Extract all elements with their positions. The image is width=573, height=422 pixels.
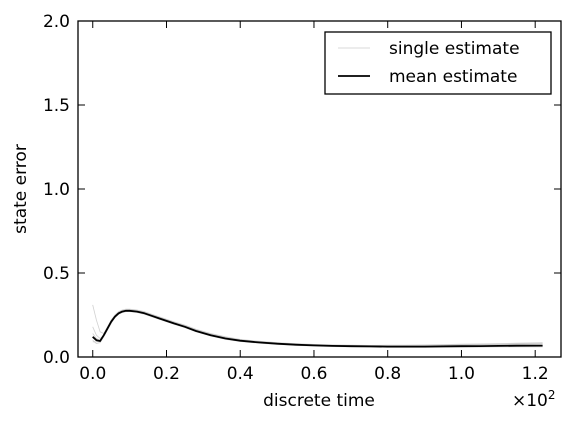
y-axis-label: state error: [11, 144, 31, 234]
x-tick-label: 1.0: [448, 364, 475, 384]
y-tick-label: 1.5: [43, 96, 70, 116]
x-axis: 0.0 0.2 0.4 0.6 0.8 1.0 1.2: [79, 21, 549, 384]
y-axis: 0.0 0.5 1.0 1.5 2.0: [43, 12, 561, 368]
x-multiplier-base: ×10: [512, 391, 548, 411]
x-tick-label: 0.6: [300, 364, 327, 384]
y-tick-label: 1.0: [43, 180, 70, 200]
legend: single estimate mean estimate: [324, 31, 552, 95]
y-tick-label: 0.5: [43, 264, 70, 284]
y-tick-label: 2.0: [43, 12, 70, 32]
mean-estimate-line: [92, 309, 543, 348]
x-tick-label: 0.2: [153, 364, 180, 384]
x-axis-multiplier: ×102: [512, 388, 556, 411]
y-tick-label: 0.0: [43, 348, 70, 368]
x-axis-label: discrete time: [263, 391, 375, 411]
legend-single-estimate-label: single estimate: [389, 39, 520, 59]
mean-estimate-line-group: [92, 309, 543, 348]
legend-mean-estimate-label: mean estimate: [389, 67, 517, 87]
legend-box: [324, 31, 552, 95]
x-tick-label: 0.8: [374, 364, 401, 384]
single-estimate-line-1: [92, 304, 543, 346]
x-tick-label: 1.2: [522, 364, 549, 384]
x-multiplier-exponent: 2: [548, 388, 556, 402]
x-tick-label: 0.0: [79, 364, 106, 384]
x-tick-label: 0.4: [227, 364, 254, 384]
